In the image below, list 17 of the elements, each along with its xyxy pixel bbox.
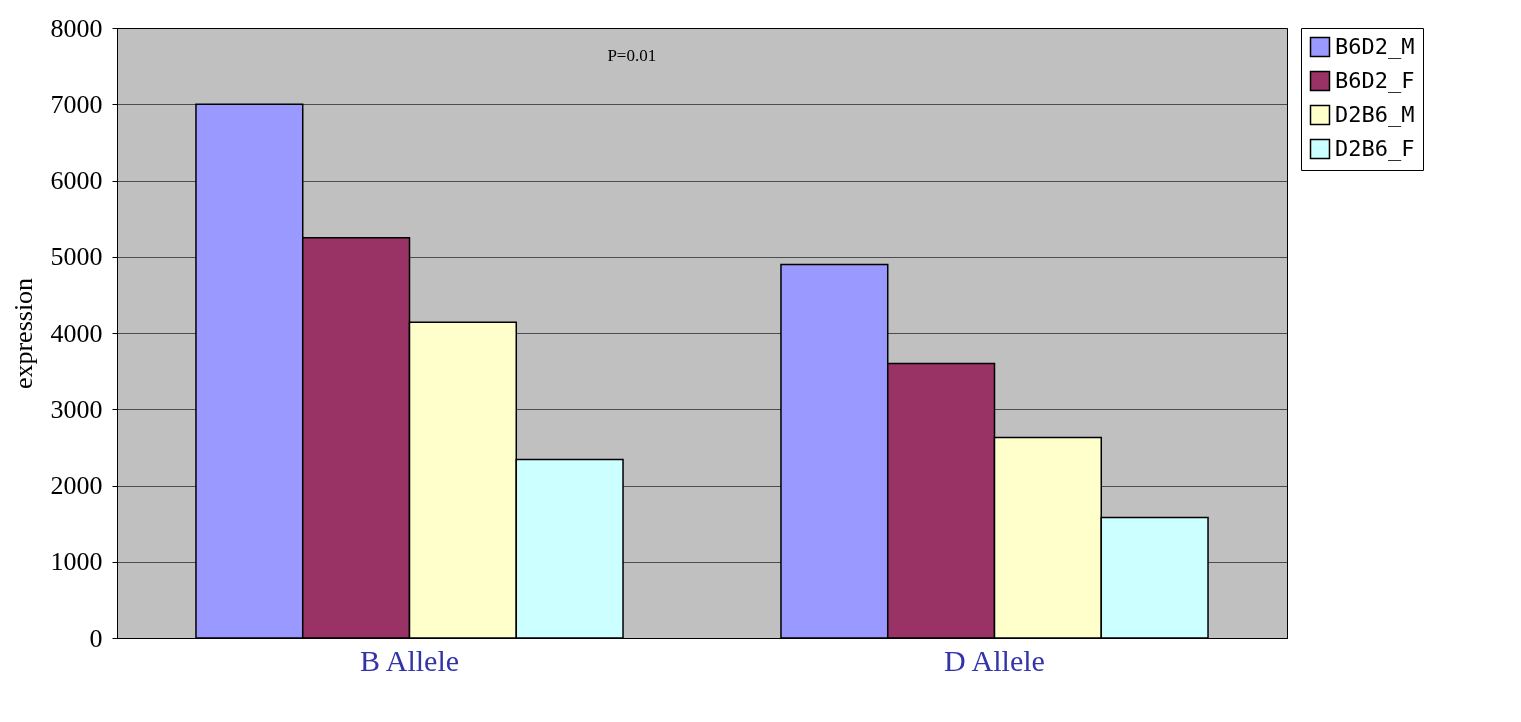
y-tick-label: 6000 — [50, 166, 103, 195]
legend-label: D2B6_M — [1335, 102, 1415, 127]
y-axis-title: expression — [8, 277, 38, 390]
y-tick-label: 8000 — [50, 13, 103, 43]
y-tick-label: 3000 — [50, 394, 103, 424]
y-tick-label: 7000 — [50, 89, 103, 119]
y-tick-label: 0 — [89, 623, 103, 653]
y-tick-label: 4000 — [50, 318, 103, 348]
y-tick-label: 2000 — [50, 471, 103, 500]
x-tick-label: D Allele — [944, 643, 1045, 677]
y-tick-label: 5000 — [50, 242, 103, 272]
legend-label: D2B6_F — [1335, 136, 1415, 161]
annotation: P=0.01 — [607, 46, 657, 65]
y-tick-label: 1000 — [50, 547, 103, 577]
legend-label: B6D2_M — [1335, 34, 1415, 59]
x-tick-label: B Allele — [359, 643, 460, 677]
legend-label: B6D2_F — [1335, 68, 1415, 93]
